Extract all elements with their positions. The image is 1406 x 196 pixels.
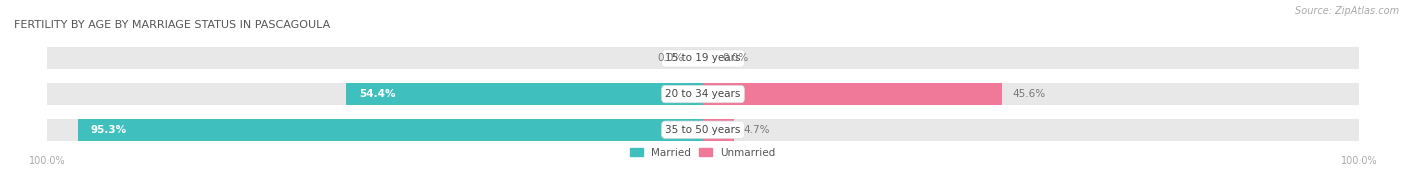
Text: 54.4%: 54.4% <box>359 89 395 99</box>
Bar <box>703 83 1360 105</box>
Bar <box>703 83 1002 105</box>
Bar <box>703 119 1360 141</box>
Text: 45.6%: 45.6% <box>1012 89 1045 99</box>
Bar <box>46 119 703 141</box>
Text: 0.0%: 0.0% <box>657 54 683 64</box>
Text: Source: ZipAtlas.com: Source: ZipAtlas.com <box>1295 6 1399 16</box>
Text: 15 to 19 years: 15 to 19 years <box>665 54 741 64</box>
Bar <box>46 83 703 105</box>
Text: 95.3%: 95.3% <box>91 125 127 135</box>
Bar <box>346 83 703 105</box>
Text: FERTILITY BY AGE BY MARRIAGE STATUS IN PASCAGOULA: FERTILITY BY AGE BY MARRIAGE STATUS IN P… <box>14 20 330 30</box>
Bar <box>77 119 703 141</box>
Bar <box>703 47 1360 70</box>
Text: 35 to 50 years: 35 to 50 years <box>665 125 741 135</box>
Bar <box>46 47 703 70</box>
Text: 4.7%: 4.7% <box>744 125 770 135</box>
Legend: Married, Unmarried: Married, Unmarried <box>626 143 780 162</box>
Bar <box>703 119 734 141</box>
Text: 20 to 34 years: 20 to 34 years <box>665 89 741 99</box>
Text: 0.0%: 0.0% <box>723 54 749 64</box>
